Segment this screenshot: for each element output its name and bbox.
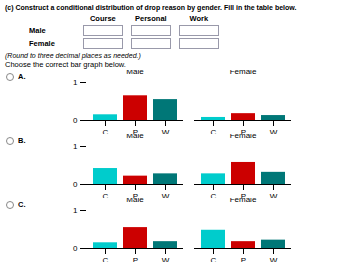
html-text:Male: Male (29, 26, 46, 35)
html-text:Personal: Personal (135, 14, 167, 23)
svg-text:Female: Female (230, 134, 257, 140)
svg-text:1: 1 (73, 206, 78, 215)
svg-text:P: P (133, 256, 138, 262)
html-text:(Round to three decimal places: (Round to three decimal places as needed… (5, 52, 141, 59)
svg-text:C: C (211, 256, 217, 262)
svg-text:W: W (162, 256, 170, 262)
html-text:C.: C. (18, 200, 26, 209)
svg-text:P: P (241, 256, 246, 262)
svg-text:C: C (103, 256, 109, 262)
svg-text:Male: Male (126, 198, 144, 204)
svg-text:Male: Male (126, 70, 144, 76)
svg-text:W: W (270, 256, 278, 262)
svg-text:0: 0 (73, 180, 78, 189)
html-text:Choose the correct bar graph b: Choose the correct bar graph below. (5, 60, 126, 69)
svg-text:1: 1 (73, 142, 78, 151)
svg-text:0: 0 (73, 244, 78, 253)
svg-text:Female: Female (230, 70, 257, 76)
svg-text:Male: Male (126, 134, 144, 140)
html-text:Female: Female (29, 39, 55, 48)
html-text:Work: Work (189, 14, 209, 23)
svg-text:0: 0 (73, 116, 78, 125)
svg-text:Female: Female (230, 198, 257, 204)
html-text:B.: B. (18, 136, 26, 145)
html-text:(c) Construct a conditional di: (c) Construct a conditional distribution… (5, 4, 297, 11)
svg-text:1: 1 (73, 78, 78, 87)
html-text:Course: Course (89, 14, 116, 23)
html-text:A.: A. (18, 72, 26, 81)
